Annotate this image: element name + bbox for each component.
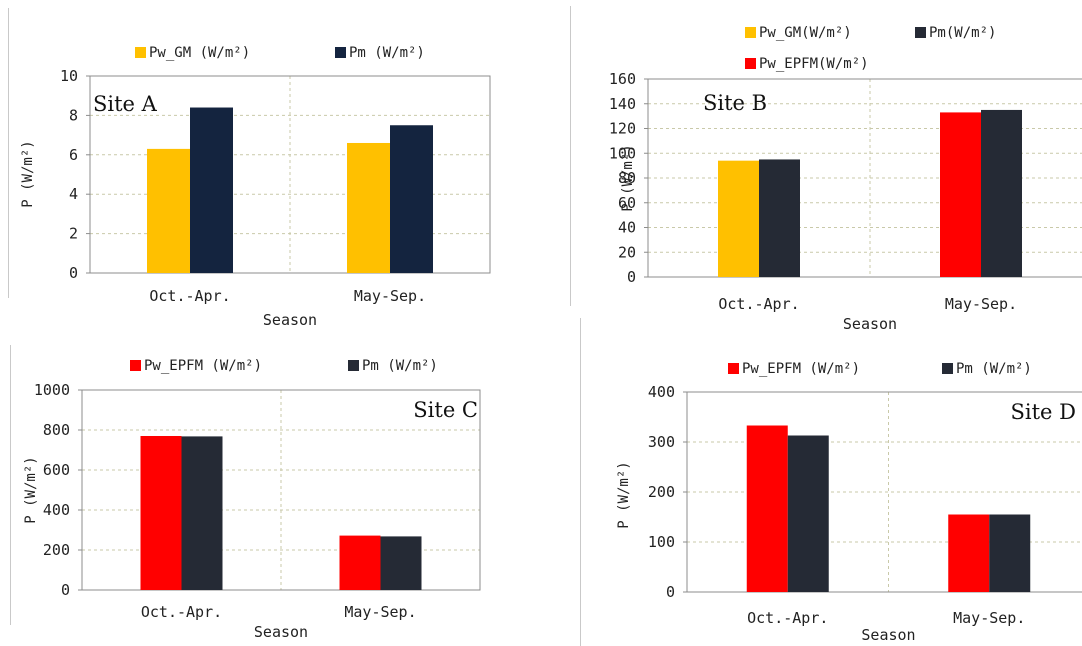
legend-swatch bbox=[135, 47, 146, 58]
y-tick-label: 4 bbox=[69, 185, 78, 203]
y-tick-label: 0 bbox=[666, 583, 675, 601]
legend-swatch bbox=[130, 360, 141, 371]
legend-swatch bbox=[348, 360, 359, 371]
x-axis-title: Season bbox=[263, 311, 317, 329]
y-axis-title: P (W/m²) bbox=[20, 140, 36, 207]
x-axis-title: Season bbox=[254, 623, 308, 641]
legend-swatch bbox=[915, 27, 926, 38]
x-axis-title: Season bbox=[843, 315, 897, 330]
x-category-label: May-Sep. bbox=[354, 287, 426, 305]
panel-divider-left-bottom bbox=[10, 345, 11, 625]
chart-panel-site-b: 0 20 40 60 80 100 120 140 160 Oct.-Apr. May-Sep. Se… bbox=[570, 0, 1082, 330]
chart-site-d: 0 100 200 300 400 Oct.-Apr. May-Sep. Season P (W… bbox=[616, 361, 1082, 644]
legend-swatch bbox=[745, 27, 756, 38]
bar-octapr-series-2 bbox=[759, 159, 800, 277]
legend-swatch bbox=[335, 47, 346, 58]
bar-octapr-series-0 bbox=[140, 436, 182, 590]
y-tick-label: 2 bbox=[69, 225, 78, 243]
legend-swatch bbox=[942, 363, 953, 374]
plot-area-frame bbox=[89, 75, 491, 274]
y-tick-label: 0 bbox=[69, 264, 78, 282]
x-category-label: May-Sep. bbox=[344, 603, 416, 621]
legend-label: Pw_GM(W/m²) bbox=[759, 25, 852, 41]
y-tick-label: 8 bbox=[69, 106, 78, 124]
x-category-label: May-Sep. bbox=[953, 609, 1025, 627]
bar-octapr-series-0 bbox=[147, 148, 190, 273]
bar-maysep-series-1 bbox=[390, 125, 433, 273]
bar-maysep-series-0 bbox=[948, 514, 990, 592]
chart-site-a: 0 2 4 6 8 10 Oct.-Apr. May-Sep. Season P (W/m²) Si… bbox=[20, 45, 491, 329]
y-tick-label: 400 bbox=[648, 383, 675, 401]
bar-octapr-series-0 bbox=[718, 160, 759, 277]
legend-label: Pm (W/m²) bbox=[956, 361, 1032, 377]
bar-maysep-series-0 bbox=[339, 535, 381, 590]
y-axis-title: P (W/m²) bbox=[23, 456, 39, 523]
y-tick-label: 120 bbox=[609, 120, 636, 138]
y-tick-label: 0 bbox=[61, 581, 70, 599]
y-tick-label: 800 bbox=[43, 421, 70, 439]
legend-swatch bbox=[745, 58, 756, 69]
panel-divider-left-top bbox=[8, 8, 9, 298]
y-tick-label: 300 bbox=[648, 433, 675, 451]
bar-octapr-series-1 bbox=[181, 436, 223, 590]
chart-panel-site-c: 0 200 400 600 800 1000 Oct.-Apr. May-Sep. Season… bbox=[0, 330, 580, 646]
x-axis-title: Season bbox=[861, 626, 915, 644]
y-tick-label: 100 bbox=[648, 533, 675, 551]
chart-site-b: 0 20 40 60 80 100 120 140 160 Oct.-Apr. May-Sep. Se… bbox=[609, 25, 1082, 330]
y-tick-label: 160 bbox=[609, 70, 636, 88]
y-tick-label: 200 bbox=[648, 483, 675, 501]
legend-label: Pw_EPFM (W/m²) bbox=[742, 361, 860, 377]
x-category-label: May-Sep. bbox=[945, 295, 1017, 313]
chart-panel-site-d: 0 100 200 300 400 Oct.-Apr. May-Sep. Season P (W… bbox=[580, 330, 1082, 646]
bar-maysep-series-1 bbox=[380, 536, 422, 590]
site-label: Site D bbox=[1011, 400, 1076, 424]
legend-label: Pm(W/m²) bbox=[929, 25, 996, 41]
legend-label: Pw_EPFM(W/m²) bbox=[759, 56, 869, 72]
panel-divider-vertical-top bbox=[570, 6, 571, 306]
y-tick-label: 100 bbox=[609, 144, 636, 162]
legend-label: Pm (W/m²) bbox=[349, 45, 425, 61]
bar-octapr-series-1 bbox=[190, 107, 233, 274]
bar-octapr-series-1 bbox=[787, 435, 829, 592]
bar-maysep-series-0 bbox=[347, 142, 390, 273]
legend-swatch bbox=[728, 363, 739, 374]
x-category-label: Oct.-Apr. bbox=[149, 287, 230, 305]
bar-maysep-series-1 bbox=[940, 112, 981, 277]
y-tick-label: 200 bbox=[43, 541, 70, 559]
bar-maysep-series-2 bbox=[981, 109, 1022, 277]
x-category-label: Oct.-Apr. bbox=[141, 603, 222, 621]
y-tick-label: 400 bbox=[43, 501, 70, 519]
y-tick-label: 600 bbox=[43, 461, 70, 479]
y-tick-label: 60 bbox=[618, 194, 636, 212]
panel-divider-vertical-bottom bbox=[580, 318, 581, 646]
y-axis-title: P (W/m²) bbox=[620, 144, 636, 211]
legend-label: Pm (W/m²) bbox=[362, 358, 438, 374]
y-tick-label: 20 bbox=[618, 243, 636, 261]
y-tick-label: 80 bbox=[618, 169, 636, 187]
y-tick-label: 0 bbox=[627, 268, 636, 286]
y-tick-label: 10 bbox=[60, 67, 78, 85]
y-tick-label: 6 bbox=[69, 146, 78, 164]
bar-octapr-series-0 bbox=[746, 425, 788, 592]
legend-label: Pw_GM (W/m²) bbox=[149, 45, 250, 61]
chart-panel-site-a: 0 2 4 6 8 10 Oct.-Apr. May-Sep. Season P (W/m²) Si… bbox=[0, 0, 570, 330]
chart-site-c: 0 200 400 600 800 1000 Oct.-Apr. May-Sep. Season… bbox=[23, 358, 481, 641]
y-tick-label: 140 bbox=[609, 95, 636, 113]
x-category-label: Oct.-Apr. bbox=[747, 609, 828, 627]
site-label: Site A bbox=[93, 92, 158, 116]
legend-label: Pw_EPFM (W/m²) bbox=[144, 358, 262, 374]
y-tick-label: 1000 bbox=[34, 381, 70, 399]
y-axis-title: P (W/m²) bbox=[616, 461, 632, 528]
bar-maysep-series-1 bbox=[989, 514, 1031, 592]
site-label: Site C bbox=[413, 398, 478, 422]
x-category-label: Oct.-Apr. bbox=[718, 295, 799, 313]
site-label: Site B bbox=[703, 91, 767, 115]
plot-area-frame bbox=[81, 389, 481, 591]
y-tick-label: 40 bbox=[618, 219, 636, 237]
